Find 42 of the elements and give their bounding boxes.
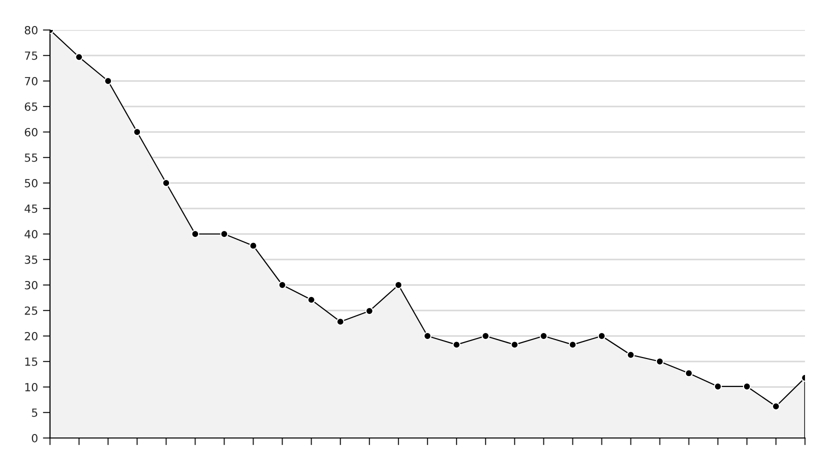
y-tick-label: 10 xyxy=(25,382,38,392)
point xyxy=(452,340,461,349)
point xyxy=(684,369,693,378)
y-tick-label: 40 xyxy=(24,230,38,238)
y-tick-label: 25 xyxy=(24,306,38,315)
point xyxy=(656,358,664,366)
point xyxy=(424,332,432,340)
point xyxy=(626,350,635,359)
point xyxy=(742,382,751,390)
point xyxy=(75,53,84,62)
y-tick-label: 60 xyxy=(24,128,38,136)
point xyxy=(598,332,606,340)
point xyxy=(249,242,258,250)
point xyxy=(365,307,374,315)
y-tick-label: 80 xyxy=(24,26,38,34)
point xyxy=(510,340,519,349)
point xyxy=(133,128,142,136)
y-tick-label: 70 xyxy=(24,76,38,86)
point xyxy=(772,402,780,410)
point xyxy=(482,332,490,340)
point xyxy=(278,281,286,289)
point xyxy=(714,382,722,390)
point xyxy=(394,281,402,289)
y-tick-label: 35 xyxy=(24,255,38,264)
point xyxy=(162,179,170,187)
point xyxy=(104,77,112,85)
y-tick-label: 20 xyxy=(24,332,38,340)
y-tick-label: 15 xyxy=(25,358,38,366)
point xyxy=(336,318,344,326)
point xyxy=(191,230,200,238)
y-tick-label: 55 xyxy=(24,154,38,162)
point xyxy=(568,340,577,349)
y-tick-label: 50 xyxy=(24,178,38,188)
point xyxy=(307,296,316,304)
y-tick-label: 65 xyxy=(24,102,38,111)
y-tick-label: 30 xyxy=(24,280,38,290)
point xyxy=(540,332,548,340)
y-tick-label: 5 xyxy=(32,408,38,417)
y-tick-label: 0 xyxy=(32,434,38,442)
y-tick-label: 75 xyxy=(24,52,38,60)
y-tick-label: 45 xyxy=(24,204,38,213)
point xyxy=(220,230,228,238)
